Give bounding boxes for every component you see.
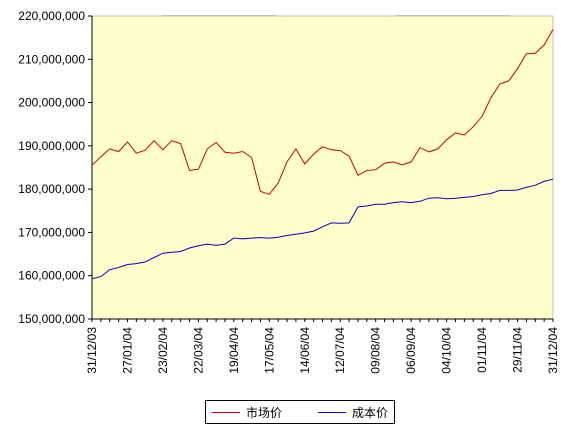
y-tick-label: 190,000,000	[18, 139, 85, 153]
x-tick-label: 19/04/04	[227, 327, 241, 374]
legend-item-market: 市场价	[212, 404, 282, 421]
x-tick-label: 17/05/04	[262, 327, 276, 374]
legend-swatch-market	[212, 411, 240, 413]
x-tick-label: 12/07/04	[333, 327, 347, 374]
x-tick-label: 31/12/04	[546, 327, 560, 374]
x-tick-label: 31/12/03	[85, 327, 99, 374]
legend: 市场价 成本价	[205, 400, 395, 424]
plot-top-marker	[395, 15, 510, 17]
y-tick-label: 160,000,000	[18, 269, 85, 283]
x-tick-label: 06/09/04	[404, 327, 418, 374]
x-axis: 31/12/03 27/01/04 23/02/04 22/03/04 19/04/04…	[85, 318, 560, 374]
x-tick-label: 22/03/04	[191, 327, 205, 374]
x-tick-label: 09/08/04	[369, 327, 383, 374]
plot-area	[91, 15, 554, 320]
plot-top-marker	[162, 15, 277, 17]
x-tick-label: 04/10/04	[440, 327, 454, 374]
y-tick-label: 150,000,000	[18, 312, 85, 326]
series-layer	[91, 29, 554, 280]
legend-label-cost: 成本价	[351, 405, 388, 420]
y-tick-label: 210,000,000	[18, 52, 85, 66]
y-tick-label: 220,000,000	[18, 9, 85, 23]
series-line-market	[91, 29, 554, 195]
legend-swatch-cost	[317, 411, 346, 413]
y-tick-label: 180,000,000	[18, 182, 85, 196]
x-tick-label: 27/01/04	[120, 327, 134, 374]
legend-item-cost: 成本价	[317, 404, 388, 421]
legend-label-market: 市场价	[246, 405, 283, 420]
x-tick-label: 14/06/04	[298, 327, 312, 374]
x-tick-label: 01/11/04	[475, 327, 489, 373]
y-tick-label: 200,000,000	[18, 96, 85, 110]
x-tick-label: 29/11/04	[511, 327, 525, 373]
y-axis: 150,000,000 160,000,000 170,000,000 180,000…	[18, 9, 93, 326]
x-tick-label: 23/02/04	[156, 327, 170, 374]
series-line-cost	[91, 178, 554, 280]
y-tick-label: 170,000,000	[18, 225, 85, 239]
